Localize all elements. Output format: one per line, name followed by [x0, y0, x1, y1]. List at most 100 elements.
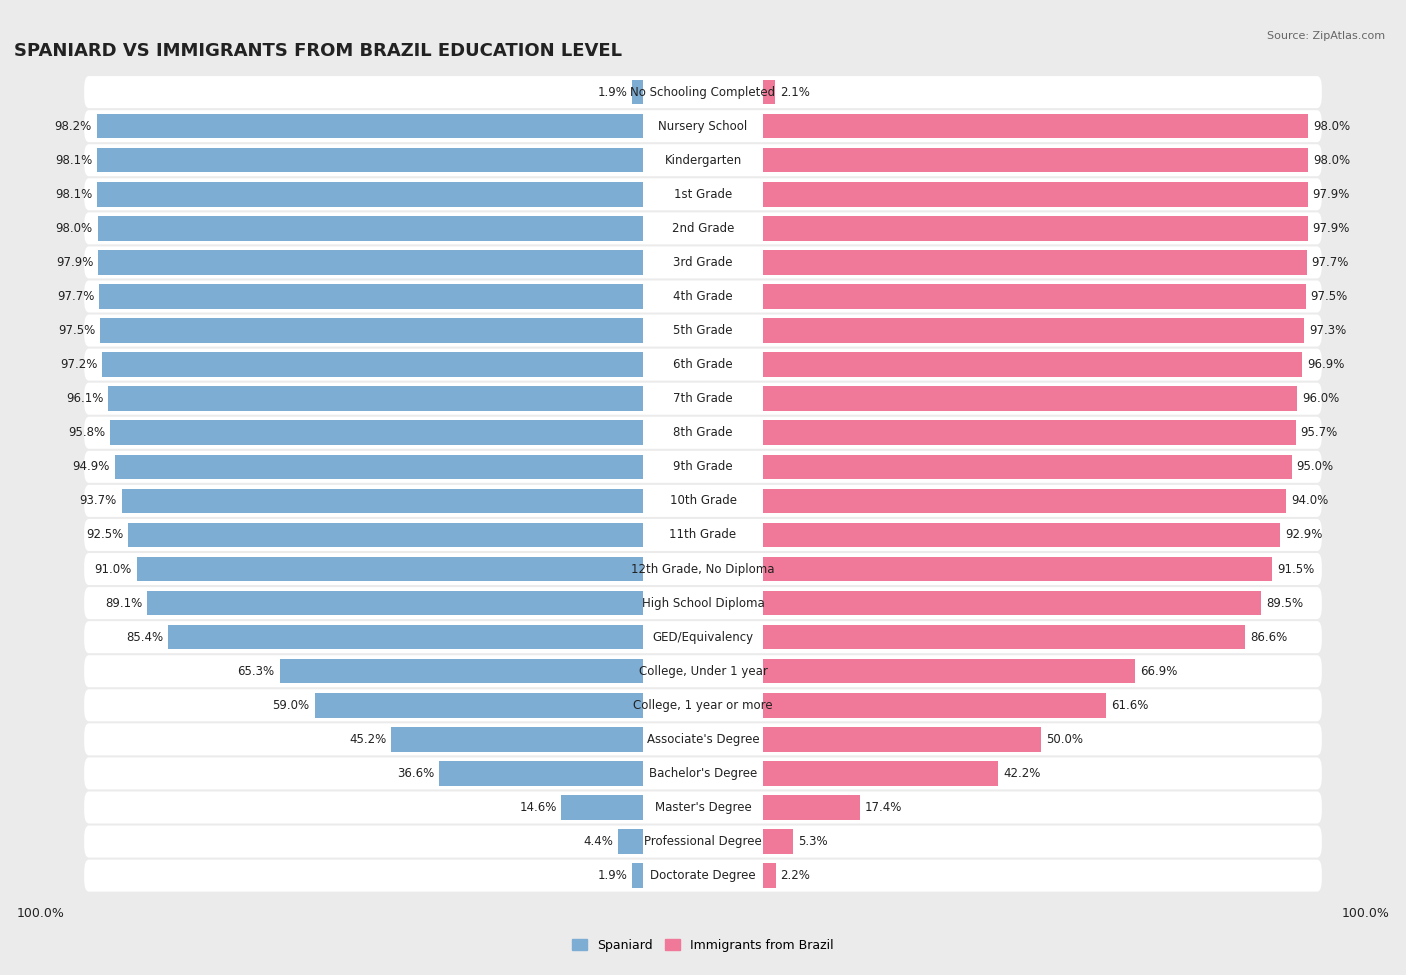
FancyBboxPatch shape [84, 655, 1322, 687]
Bar [763, 625, 1244, 649]
Text: 1.9%: 1.9% [598, 869, 627, 882]
Text: 95.8%: 95.8% [67, 426, 105, 440]
FancyBboxPatch shape [84, 485, 1322, 517]
Text: 86.6%: 86.6% [1250, 631, 1286, 644]
Text: 59.0%: 59.0% [273, 699, 309, 712]
Text: 98.1%: 98.1% [55, 188, 93, 201]
Bar [633, 80, 643, 104]
Text: 96.1%: 96.1% [66, 392, 104, 406]
Text: Master's Degree: Master's Degree [655, 801, 751, 814]
Text: College, Under 1 year: College, Under 1 year [638, 665, 768, 678]
Text: 92.5%: 92.5% [86, 528, 124, 541]
Bar [763, 386, 1298, 410]
Text: 9th Grade: 9th Grade [673, 460, 733, 473]
Text: 5th Grade: 5th Grade [673, 324, 733, 337]
FancyBboxPatch shape [84, 416, 1322, 448]
Bar [633, 863, 643, 888]
Bar [763, 488, 1286, 513]
Text: 50.0%: 50.0% [1046, 733, 1083, 746]
Bar [763, 454, 1292, 479]
Bar [128, 523, 643, 547]
Text: 7th Grade: 7th Grade [673, 392, 733, 406]
Text: High School Diploma: High School Diploma [641, 597, 765, 609]
Bar [115, 454, 643, 479]
Text: 95.7%: 95.7% [1301, 426, 1337, 440]
FancyBboxPatch shape [84, 76, 1322, 108]
Text: SPANIARD VS IMMIGRANTS FROM BRAZIL EDUCATION LEVEL: SPANIARD VS IMMIGRANTS FROM BRAZIL EDUCA… [14, 42, 621, 59]
Bar [763, 693, 1107, 718]
Text: 1st Grade: 1st Grade [673, 188, 733, 201]
Text: 100.0%: 100.0% [1341, 907, 1389, 919]
Bar [619, 830, 643, 854]
Text: 91.0%: 91.0% [94, 563, 132, 575]
Text: 36.6%: 36.6% [396, 767, 434, 780]
FancyBboxPatch shape [84, 519, 1322, 551]
Text: 98.1%: 98.1% [55, 154, 93, 167]
Bar [763, 796, 860, 820]
Text: 97.9%: 97.9% [1313, 188, 1350, 201]
Text: No Schooling Completed: No Schooling Completed [630, 86, 776, 98]
Bar [97, 182, 643, 207]
Text: Doctorate Degree: Doctorate Degree [650, 869, 756, 882]
Bar [439, 761, 643, 786]
Bar [763, 523, 1279, 547]
Bar [315, 693, 643, 718]
Bar [391, 727, 643, 752]
Text: 98.2%: 98.2% [55, 120, 91, 133]
Text: 2nd Grade: 2nd Grade [672, 222, 734, 235]
Text: 97.3%: 97.3% [1309, 324, 1347, 337]
Text: 96.9%: 96.9% [1308, 358, 1344, 371]
Text: 97.9%: 97.9% [56, 255, 93, 269]
Text: 66.9%: 66.9% [1140, 665, 1178, 678]
Bar [763, 830, 793, 854]
FancyBboxPatch shape [84, 247, 1322, 279]
Bar [763, 557, 1272, 581]
Text: Source: ZipAtlas.com: Source: ZipAtlas.com [1267, 31, 1385, 41]
Legend: Spaniard, Immigrants from Brazil: Spaniard, Immigrants from Brazil [567, 934, 839, 956]
Bar [763, 761, 998, 786]
Text: 93.7%: 93.7% [80, 494, 117, 507]
Text: 97.5%: 97.5% [59, 324, 96, 337]
Text: 91.5%: 91.5% [1277, 563, 1315, 575]
Text: Nursery School: Nursery School [658, 120, 748, 133]
Bar [763, 80, 775, 104]
Bar [763, 285, 1306, 309]
Text: 4.4%: 4.4% [583, 835, 613, 848]
Text: Professional Degree: Professional Degree [644, 835, 762, 848]
Bar [167, 625, 643, 649]
FancyBboxPatch shape [84, 553, 1322, 585]
FancyBboxPatch shape [84, 315, 1322, 346]
Text: Kindergarten: Kindergarten [665, 154, 741, 167]
Text: 17.4%: 17.4% [865, 801, 903, 814]
FancyBboxPatch shape [84, 178, 1322, 211]
Text: 85.4%: 85.4% [125, 631, 163, 644]
Text: 94.9%: 94.9% [73, 460, 110, 473]
Bar [763, 251, 1306, 275]
FancyBboxPatch shape [84, 826, 1322, 858]
FancyBboxPatch shape [84, 621, 1322, 653]
Text: 65.3%: 65.3% [238, 665, 274, 678]
FancyBboxPatch shape [84, 860, 1322, 891]
Text: 1.9%: 1.9% [598, 86, 627, 98]
Text: 89.1%: 89.1% [105, 597, 142, 609]
Text: 6th Grade: 6th Grade [673, 358, 733, 371]
Bar [136, 557, 643, 581]
Text: 2.1%: 2.1% [780, 86, 810, 98]
Text: College, 1 year or more: College, 1 year or more [633, 699, 773, 712]
Text: 97.5%: 97.5% [1310, 290, 1347, 303]
FancyBboxPatch shape [84, 758, 1322, 790]
FancyBboxPatch shape [84, 382, 1322, 414]
Bar [110, 420, 643, 445]
Bar [97, 148, 643, 173]
Text: 96.0%: 96.0% [1302, 392, 1340, 406]
FancyBboxPatch shape [84, 281, 1322, 313]
Text: 12th Grade, No Diploma: 12th Grade, No Diploma [631, 563, 775, 575]
Text: 45.2%: 45.2% [349, 733, 387, 746]
Text: 97.7%: 97.7% [1312, 255, 1348, 269]
Bar [280, 659, 643, 683]
FancyBboxPatch shape [84, 450, 1322, 483]
Bar [763, 591, 1261, 615]
Bar [97, 114, 643, 138]
Text: 92.9%: 92.9% [1285, 528, 1322, 541]
Text: 14.6%: 14.6% [519, 801, 557, 814]
